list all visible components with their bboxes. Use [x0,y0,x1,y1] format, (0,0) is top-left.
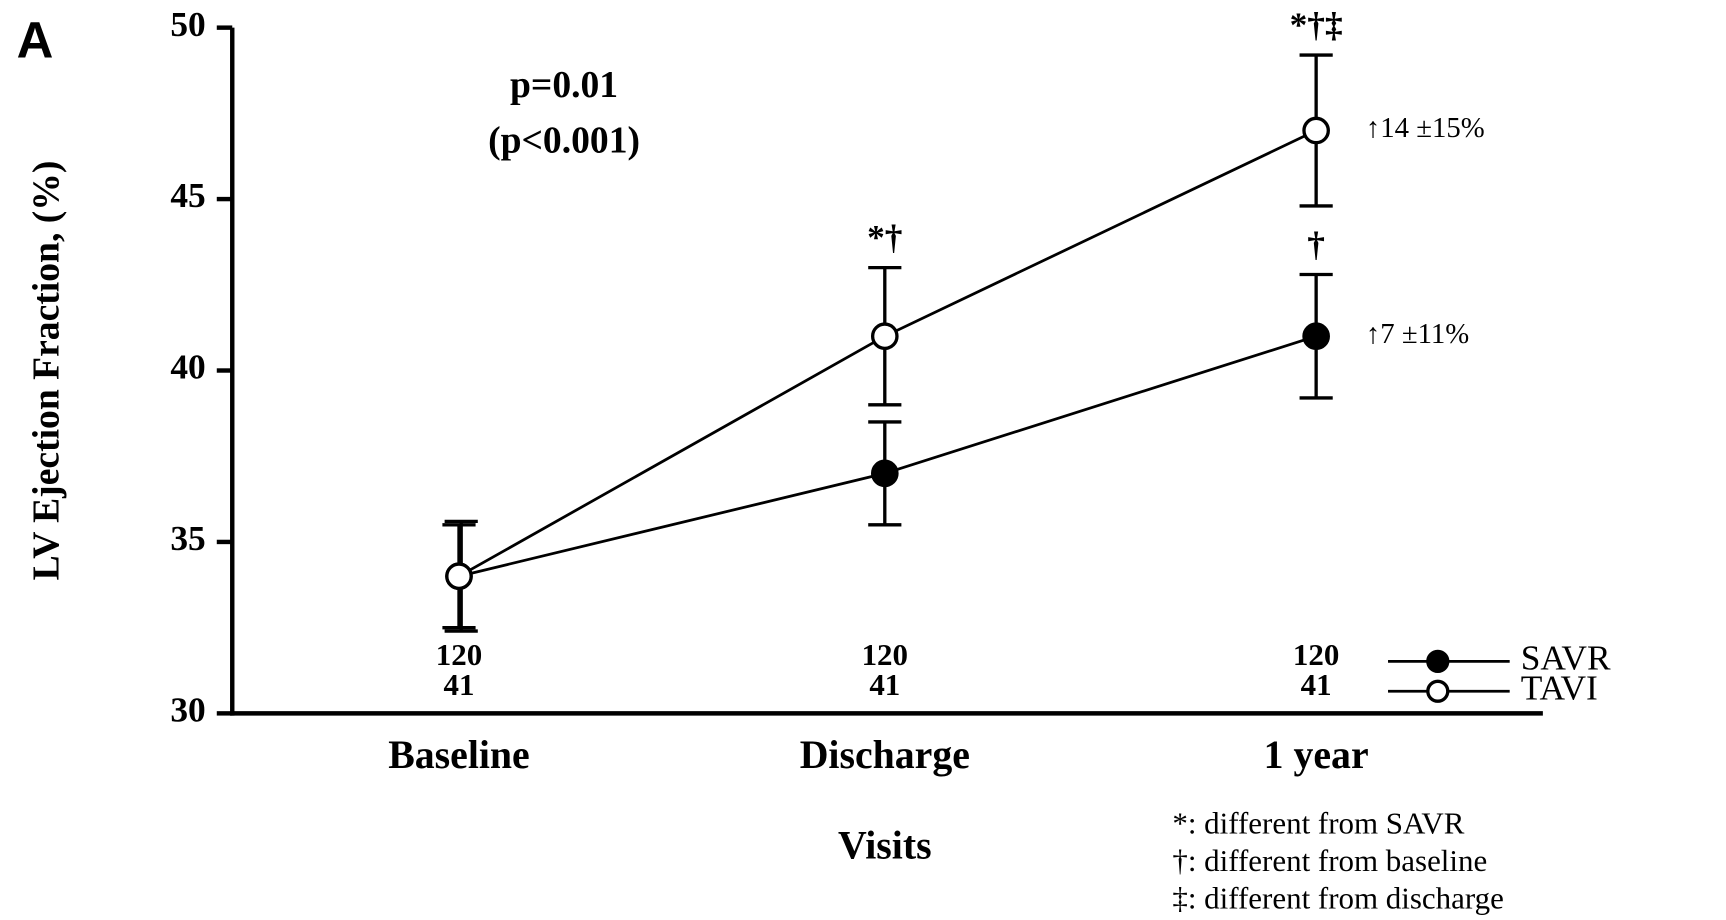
marker [445,562,473,591]
panel-label: A [17,12,54,69]
y-tick-label: 35 [170,518,205,558]
marker [1302,322,1330,351]
footnote: *: different from SAVR [1172,805,1464,840]
change-label: ↑14 ±15% [1366,112,1485,144]
legend-marker [1426,649,1450,674]
n-label: 120 [862,637,908,672]
n-label: 41 [869,667,900,702]
p-value: p=0.01 [510,64,618,106]
n-label: 120 [1293,637,1339,672]
p-value: (p<0.001) [488,119,640,161]
point-label: *† [867,217,902,257]
marker [870,322,899,351]
legend-label: TAVI [1521,667,1598,707]
y-tick-label: 40 [170,347,205,387]
x-axis-label: Visits [838,824,932,868]
marker [1302,116,1330,145]
series-line [458,129,1317,578]
marker [870,459,899,488]
chart-area: A p=0.01 (p<0.001) LV Ejection Fraction,… [17,4,1611,916]
footnote: †: different from baseline [1172,843,1487,878]
n-label: 120 [436,637,482,672]
n-label: 41 [444,667,475,702]
legend-label: SAVR [1521,638,1611,678]
x-tick-label: Discharge [800,733,970,777]
footnote: ‡: different from discharge [1172,880,1504,915]
x-tick-label: 1 year [1264,733,1369,777]
n-label: 41 [1301,667,1332,702]
change-label: ↑7 ±11% [1366,318,1469,350]
point-label: † [1307,224,1325,264]
point-label: *†‡ [1290,5,1343,45]
series-line [458,334,1317,578]
legend-marker [1426,679,1450,703]
x-tick-label: Baseline [388,733,530,777]
y-axis-label: LV Ejection Fraction, (%) [25,161,67,581]
y-tick-label: 30 [170,689,205,729]
y-tick-label: 45 [170,175,205,215]
y-tick-label: 50 [170,4,205,44]
